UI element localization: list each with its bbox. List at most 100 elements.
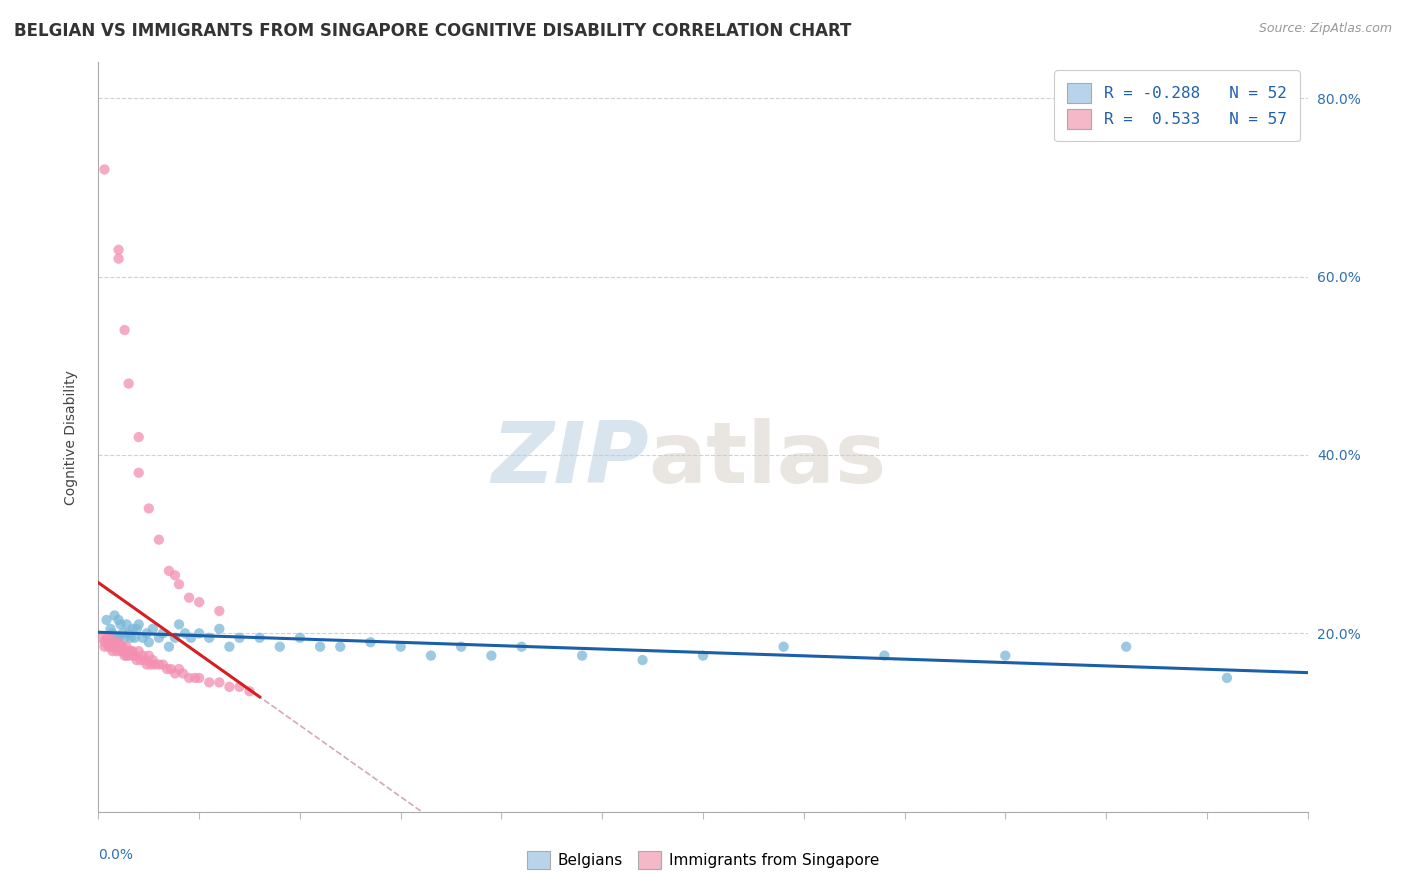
Y-axis label: Cognitive Disability: Cognitive Disability	[63, 369, 77, 505]
Point	[111, 640, 134, 654]
Point	[184, 671, 207, 685]
Point	[167, 577, 190, 591]
Point	[152, 657, 174, 672]
Point	[139, 657, 162, 672]
Point	[156, 662, 179, 676]
Point	[167, 662, 190, 676]
Point	[481, 648, 503, 663]
Point	[96, 613, 118, 627]
Point	[114, 323, 136, 337]
Point	[132, 631, 155, 645]
Point	[208, 675, 231, 690]
Point	[97, 635, 120, 649]
Point	[148, 657, 170, 672]
Point	[118, 644, 141, 658]
Point	[134, 653, 156, 667]
Point	[188, 671, 211, 685]
Point	[994, 648, 1017, 663]
Point	[148, 533, 170, 547]
Point	[218, 640, 240, 654]
Point	[188, 595, 211, 609]
Legend: R = -0.288   N = 52, R =  0.533   N = 57: R = -0.288 N = 52, R = 0.533 N = 57	[1054, 70, 1299, 141]
Point	[772, 640, 794, 654]
Point	[93, 640, 115, 654]
Point	[114, 631, 136, 645]
Point	[114, 648, 136, 663]
Text: 0.0%: 0.0%	[98, 847, 134, 862]
Point	[107, 252, 129, 266]
Point	[152, 626, 174, 640]
Point	[107, 243, 129, 257]
Point	[571, 648, 593, 663]
Point	[115, 648, 138, 663]
Point	[148, 631, 170, 645]
Point	[288, 631, 311, 645]
Point	[111, 644, 134, 658]
Point	[135, 626, 157, 640]
Point	[120, 644, 142, 658]
Point	[103, 635, 125, 649]
Point	[101, 640, 124, 654]
Point	[107, 631, 129, 645]
Point	[389, 640, 412, 654]
Point	[174, 626, 197, 640]
Point	[121, 644, 143, 658]
Point	[103, 608, 125, 623]
Point	[692, 648, 714, 663]
Point	[107, 640, 129, 654]
Point	[188, 626, 211, 640]
Point	[118, 648, 141, 663]
Point	[110, 617, 132, 632]
Point	[510, 640, 533, 654]
Point	[135, 657, 157, 672]
Point	[125, 653, 148, 667]
Point	[228, 680, 250, 694]
Point	[198, 675, 221, 690]
Point	[91, 631, 114, 645]
Point	[239, 684, 262, 698]
Point	[179, 671, 201, 685]
Point	[118, 626, 141, 640]
Point	[128, 430, 150, 444]
Point	[118, 376, 141, 391]
Point	[269, 640, 291, 654]
Point	[163, 568, 186, 582]
Point	[121, 622, 143, 636]
Text: ZIP: ZIP	[491, 418, 648, 501]
Point	[105, 631, 128, 645]
Point	[329, 640, 352, 654]
Point	[167, 617, 190, 632]
Point	[138, 648, 160, 663]
Point	[100, 631, 122, 645]
Point	[249, 631, 271, 645]
Point	[132, 648, 155, 663]
Point	[160, 662, 183, 676]
Point	[110, 644, 132, 658]
Text: Source: ZipAtlas.com: Source: ZipAtlas.com	[1258, 22, 1392, 36]
Point	[218, 680, 240, 694]
Legend: Belgians, Immigrants from Singapore: Belgians, Immigrants from Singapore	[520, 845, 886, 875]
Point	[107, 635, 129, 649]
Point	[1115, 640, 1137, 654]
Point	[115, 617, 138, 632]
Point	[309, 640, 332, 654]
Text: atlas: atlas	[648, 418, 887, 501]
Point	[101, 626, 124, 640]
Point	[208, 622, 231, 636]
Point	[96, 631, 118, 645]
Point	[114, 644, 136, 658]
Point	[142, 622, 165, 636]
Point	[125, 622, 148, 636]
Point	[129, 653, 152, 667]
Point	[100, 635, 122, 649]
Point	[180, 631, 202, 645]
Point	[198, 631, 221, 645]
Point	[110, 640, 132, 654]
Point	[142, 653, 165, 667]
Point	[631, 653, 654, 667]
Point	[101, 635, 124, 649]
Point	[179, 591, 201, 605]
Point	[228, 631, 250, 645]
Point	[107, 613, 129, 627]
Point	[208, 604, 231, 618]
